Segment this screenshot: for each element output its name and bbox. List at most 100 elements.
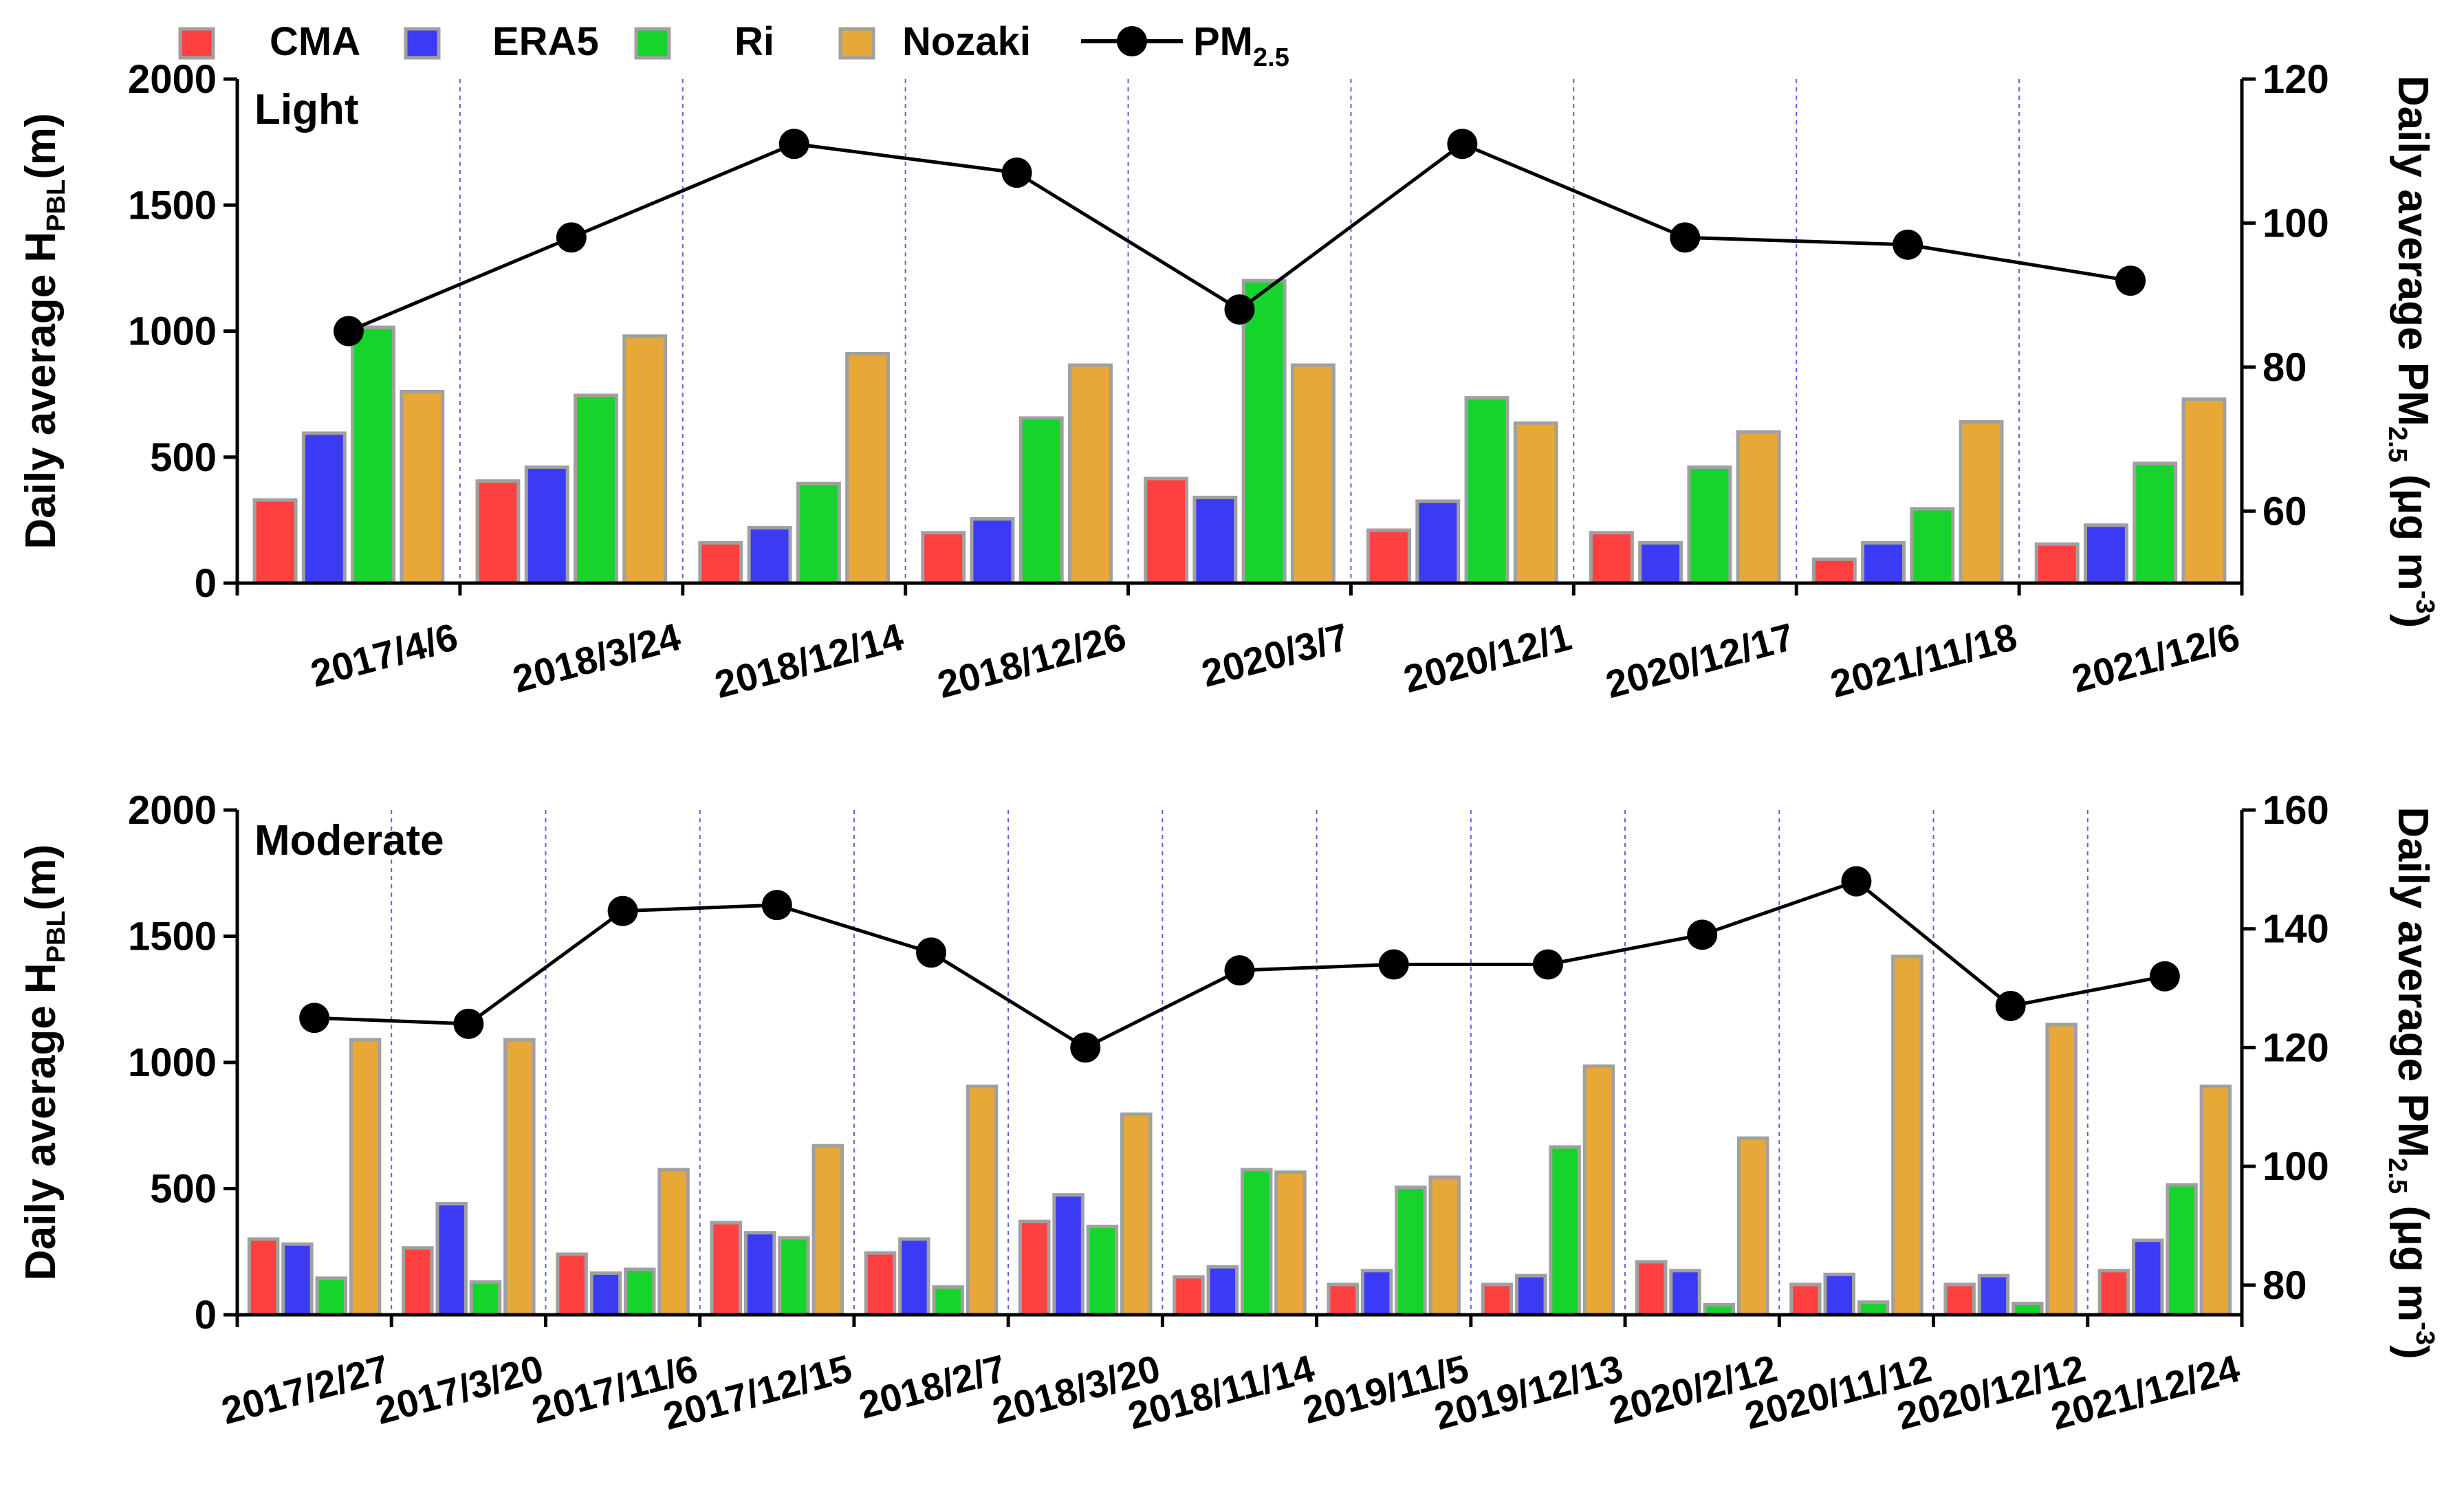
- bar-era5-8: [2083, 523, 2128, 585]
- pm25-point-3: [1001, 157, 1032, 188]
- bar-nozaki-6: [1274, 1170, 1307, 1317]
- bar-era5-7: [1360, 1269, 1393, 1317]
- y-axis-title: Daily average HPBL(m): [17, 844, 71, 1280]
- y-tick-label: 1500: [128, 183, 217, 228]
- bar-era5-3: [970, 517, 1015, 585]
- chart-panel-light: 0 500 1000 1500 2000 60 80 100 120 2017/4/6 2018/3…: [17, 57, 2439, 706]
- bar-ri-7: [1910, 507, 1955, 585]
- legend-pm-marker: [1117, 26, 1147, 56]
- x-tick-label: 2020/3/7: [1197, 615, 1353, 695]
- y-tick-label: 2000: [128, 788, 217, 833]
- bar-cma-4: [1144, 477, 1189, 585]
- legend-swatch-cma: [178, 27, 215, 60]
- pm25-point-1: [453, 1008, 484, 1039]
- x-tick-label: 2018/2/7: [854, 1346, 1010, 1427]
- y2-tick-label: 120: [2263, 57, 2329, 102]
- bar-nozaki-12: [2199, 1084, 2232, 1317]
- pm25-point-12: [2149, 961, 2180, 992]
- pm25-point-8: [2115, 265, 2146, 296]
- chart-panel-moderate: 0500100015002000801001201401602017/2/272…: [17, 788, 2439, 1438]
- y-title-main: Daily average H: [17, 963, 65, 1280]
- bar-ri-0: [351, 325, 396, 585]
- x-tick-label: 2021/11/18: [1826, 615, 2021, 706]
- bar-cma-10: [1789, 1282, 1822, 1317]
- bar-ri-1: [469, 1280, 502, 1317]
- bar-ri-4: [1241, 278, 1287, 585]
- bar-nozaki-9: [1736, 1136, 1769, 1317]
- legend-pm-main: PM: [1193, 19, 1253, 64]
- x-tick-label: 2018/12/26: [933, 615, 1131, 706]
- bar-nozaki-3: [1068, 363, 1113, 585]
- y2-title-sup: -3: [2410, 591, 2439, 614]
- bar-cma-5: [1366, 528, 1411, 585]
- pm25-point-0: [299, 1003, 330, 1034]
- bar-nozaki-8: [2181, 397, 2227, 585]
- bar-cma-1: [475, 479, 521, 585]
- bar-ri-12: [2166, 1183, 2198, 1317]
- bar-nozaki-10: [1891, 954, 1923, 1317]
- bar-era5-11: [1977, 1274, 2010, 1317]
- bar-nozaki-2: [845, 351, 891, 585]
- pm25-point-2: [778, 129, 809, 160]
- bar-cma-3: [710, 1221, 743, 1317]
- bar-ri-10: [1857, 1300, 1890, 1317]
- y2-title-sub: 2.5: [2383, 426, 2412, 463]
- y2-tick-label: 60: [2263, 489, 2307, 534]
- legend-label-pm25: PM2.5: [1193, 19, 1289, 72]
- y2-title-sup: -3: [2410, 1322, 2439, 1345]
- bar-nozaki-0: [400, 389, 445, 585]
- bar-cma-7: [1811, 557, 1857, 585]
- y-title-tail: (m): [17, 113, 65, 179]
- bar-cma-2: [698, 540, 743, 585]
- y-tick-label: 500: [150, 435, 217, 480]
- pm25-point-4: [916, 937, 947, 968]
- x-tick-label: 2017/3/20: [371, 1346, 548, 1432]
- y2-tick-label: 80: [2263, 1263, 2307, 1308]
- bar-cma-9: [1635, 1260, 1668, 1317]
- y-title-tail: (m): [17, 844, 65, 910]
- legend-label-cma: CMA: [270, 19, 360, 64]
- bar-nozaki-6: [1736, 430, 1781, 585]
- y-tick-label: 1000: [128, 309, 217, 354]
- y2-title-main: Daily average PM: [2389, 807, 2436, 1157]
- bar-era5-5: [1415, 499, 1461, 585]
- y-axis-title: Daily average HPBL(m): [17, 113, 71, 549]
- y2-title-end: ): [2389, 1345, 2436, 1359]
- y-title-sub: PBL: [42, 179, 71, 232]
- panel-title: Light: [254, 86, 359, 133]
- bar-era5-7: [1861, 540, 1906, 585]
- bar-cma-8: [2034, 542, 2080, 585]
- bar-ri-2: [624, 1267, 656, 1317]
- y2-tick-label: 80: [2263, 345, 2307, 390]
- pm25-point-8: [1532, 949, 1563, 980]
- y-tick-label: 0: [195, 1293, 217, 1337]
- bar-era5-10: [1823, 1272, 1855, 1317]
- bar-era5-4: [1192, 495, 1238, 585]
- pm25-point-2: [607, 895, 638, 926]
- bar-era5-0: [301, 431, 347, 585]
- bar-nozaki-4: [966, 1084, 999, 1317]
- pm25-point-0: [333, 316, 364, 347]
- y-tick-label: 2000: [128, 57, 217, 102]
- y-title-main: Daily average H: [17, 232, 65, 549]
- y-tick-label: 500: [150, 1167, 217, 1212]
- legend-swatch-era5: [404, 27, 441, 60]
- panel-title: Moderate: [254, 817, 444, 864]
- pm25-point-4: [1224, 294, 1255, 325]
- y2-title-main: Daily average PM: [2389, 76, 2436, 426]
- bar-era5-1: [524, 465, 569, 585]
- bar-era5-6: [1206, 1265, 1239, 1317]
- y-tick-label: 0: [195, 561, 217, 606]
- bar-era5-9: [1669, 1269, 1701, 1317]
- y2-tick-label: 120: [2263, 1025, 2329, 1070]
- legend-swatch-nozaki: [838, 27, 875, 60]
- y2-tick-label: 100: [2263, 201, 2329, 245]
- bar-ri-5: [1464, 396, 1509, 585]
- pm25-point-11: [1995, 990, 2026, 1021]
- bar-era5-8: [1515, 1274, 1547, 1317]
- bar-nozaki-2: [657, 1168, 690, 1317]
- y2-axis-title: Daily average PM2.5 (μg m-3): [2383, 76, 2439, 628]
- y2-title-end: ): [2389, 614, 2436, 629]
- bar-era5-2: [589, 1271, 622, 1317]
